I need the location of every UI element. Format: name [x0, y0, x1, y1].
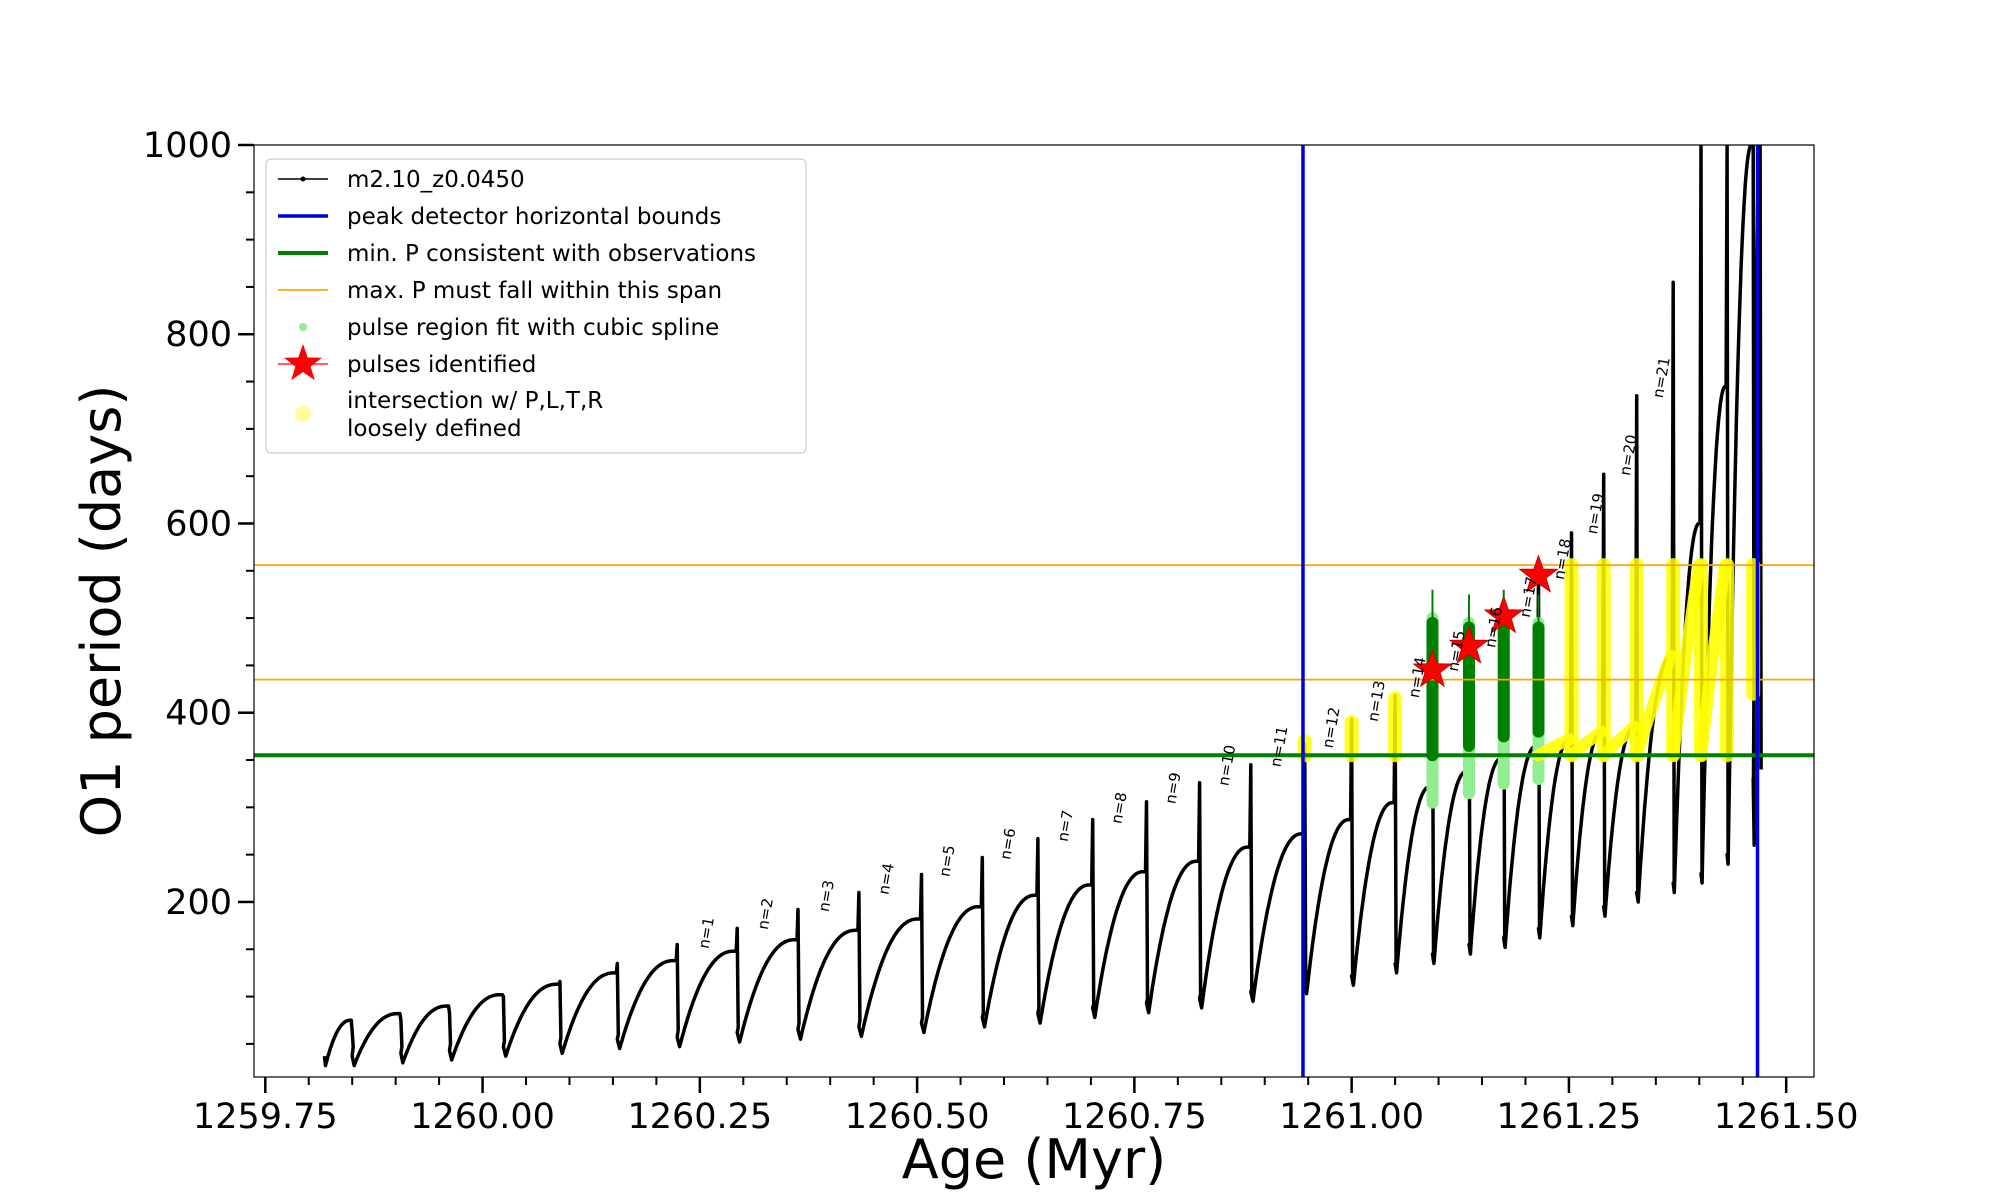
- legend-box: [265, 158, 807, 454]
- intersection-arc-26: [1565, 725, 1608, 762]
- x-tick-label-7: 1261.25: [1497, 1097, 1642, 1137]
- pulse-label-2: n=2: [754, 897, 777, 931]
- pulse-star-4: [1518, 554, 1559, 593]
- legend-handle-spline: [299, 323, 307, 331]
- legend-label-maxp: max. P must fall within this span: [347, 278, 722, 304]
- y-tick-label-1: 200: [165, 883, 232, 923]
- intersection-arc-30: [1695, 559, 1732, 762]
- pulse-label-1: n=1: [695, 916, 718, 950]
- legend-label-intersection-1: intersection w/ P,L,T,R: [347, 388, 603, 414]
- x-tick-label-2: 1260.00: [410, 1097, 555, 1137]
- y-tick-label-3: 600: [165, 504, 232, 544]
- x-axis-title: Age (Myr): [902, 1128, 1167, 1191]
- intersection-arc-27: [1597, 720, 1641, 762]
- y-tick-label-5: 1000: [143, 126, 232, 166]
- x-tick-label-6: 1261.00: [1279, 1097, 1424, 1137]
- legend-label-minp: min. P consistent with observations: [347, 241, 756, 267]
- x-tick-label-8: 1261.50: [1714, 1097, 1859, 1137]
- x-tick-label-1: 1259.75: [193, 1097, 338, 1137]
- y-axis-title: O1 period (days): [70, 385, 133, 838]
- pulse-label-6: n=6: [996, 827, 1019, 861]
- legend-handle-intersection: [295, 406, 311, 422]
- pulse-label-5: n=5: [936, 844, 959, 878]
- legend-label-track: m2.10_z0.0450: [347, 167, 525, 193]
- intersection-arc-28: [1630, 649, 1678, 762]
- pulse-star-3: [1483, 594, 1524, 634]
- y-tick-label-2: 400: [165, 694, 232, 734]
- pulse-label-3: n=3: [815, 879, 838, 913]
- pulse-star-1: [1412, 648, 1453, 688]
- axes-layer: 1259.75 1260.00 1260.25 1260.50 1260.75 1261.…: [143, 126, 1859, 1137]
- x-tick-label-5: 1260.75: [1062, 1097, 1207, 1137]
- legend-label-spline: pulse region fit with cubic spline: [347, 315, 719, 341]
- legend-label-intersection-2: loosely defined: [347, 416, 522, 442]
- y-tick-label-4: 800: [165, 315, 232, 355]
- legend-label-pulses: pulses identified: [347, 352, 536, 378]
- plot-frame: [253, 144, 1815, 1078]
- pulse-label-9: n=9: [1161, 771, 1184, 805]
- pulse-star-2: [1448, 625, 1490, 664]
- legend-handle-dot-track: [300, 176, 306, 182]
- plot-layer: n=1n=2n=3 n=4n=5 n=6n=7n=8n=9n=10 n=11 n=12n…: [254, 145, 1814, 1077]
- intersection-arc-29: [1667, 559, 1706, 762]
- pulse-label-4: n=4: [875, 862, 898, 896]
- legend-handle-pulses: [284, 344, 322, 381]
- pulse-label-8: n=8: [1108, 791, 1131, 825]
- pulse-label-7: n=7: [1054, 809, 1077, 843]
- legend-label-vbounds: peak detector horizontal bounds: [347, 204, 721, 230]
- x-tick-label-3: 1260.25: [627, 1097, 772, 1137]
- x-tick-label-4: 1260.50: [845, 1097, 990, 1137]
